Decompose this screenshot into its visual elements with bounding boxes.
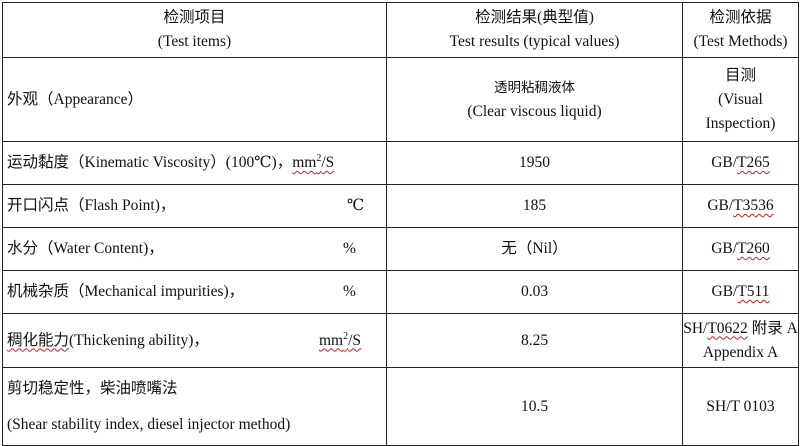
table-row: 外观（Appearance） 透明粘稠液体 (Clear viscous liq… <box>2 57 799 142</box>
property-label: 开口闪点（Flash Point)， <box>7 197 176 214</box>
header-test-results: 检测结果(典型值) Test results (typical values) <box>386 2 683 58</box>
property-label: 运动黏度（Kinematic Viscosity）(100℃)， <box>7 154 293 171</box>
header-test-items: 检测项目 (Test items) <box>2 2 387 58</box>
property-label-en: (Thickening ability)， <box>69 331 209 349</box>
property-cell: 开口闪点（Flash Point)， ℃ <box>2 184 387 228</box>
table-header-row: 检测项目 (Test items) 检测结果(典型值) Test results… <box>2 2 799 58</box>
header-test-methods: 检测依据 (Test Methods) <box>682 2 799 58</box>
table-row: 水分（Water Content)， % 无（Nil） GB/T260 <box>2 227 799 271</box>
property-cell: 水分（Water Content)， % <box>2 227 387 271</box>
method-code: T3536 <box>733 197 774 214</box>
property-cell: 运动黏度（Kinematic Viscosity）(100℃)，mm2/S <box>2 141 387 185</box>
unit: mm2/S <box>319 330 362 349</box>
result-value: 10.5 <box>386 367 683 446</box>
header-test-results-cn: 检测结果(典型值) <box>475 9 594 26</box>
method-line2: Appendix A <box>702 343 779 361</box>
table-row: 剪切稳定性，柴油喷嘴法 (Shear stability index, dies… <box>2 367 799 446</box>
method-line1: SH/T0622 附录 A <box>683 319 798 337</box>
method-cell: 目测 (Visual Inspection) <box>682 57 799 142</box>
method-cell: GB/T511 <box>682 270 799 314</box>
table-row: 运动黏度（Kinematic Viscosity）(100℃)，mm2/S 19… <box>2 141 799 185</box>
property-cell: 剪切稳定性，柴油喷嘴法 (Shear stability index, dies… <box>2 367 387 446</box>
header-test-results-en: Test results (typical values) <box>449 33 620 50</box>
unit: ℃ <box>347 197 365 214</box>
method-value: SH/T 0103 <box>682 367 799 446</box>
method-code: T265 <box>737 154 770 171</box>
property-cell: 稠化能力(Thickening ability)， mm2/S <box>2 313 387 368</box>
result-cell: 透明粘稠液体 (Clear viscous liquid) <box>386 57 683 142</box>
property-label: 水分（Water Content)， <box>7 240 164 257</box>
header-test-items-cn: 检测项目 <box>163 9 226 26</box>
method-code: T260 <box>737 240 770 257</box>
result-en: (Clear viscous liquid) <box>467 102 602 120</box>
method-en-line1: (Visual <box>718 90 763 108</box>
result-value: 0.03 <box>386 270 683 314</box>
method-cell: SH/T0622 附录 A Appendix A <box>682 313 799 368</box>
unit: % <box>343 283 356 300</box>
method-code: T511 <box>737 283 770 300</box>
header-test-methods-en: (Test Methods) <box>693 33 788 50</box>
method-cell: GB/T3536 <box>682 184 799 228</box>
method-cell: GB/T265 <box>682 141 799 185</box>
method-en-line2: Inspection) <box>705 114 776 132</box>
property-label-cn: 剪切稳定性，柴油喷嘴法 <box>7 379 178 397</box>
result-cn: 透明粘稠液体 <box>494 79 575 95</box>
method-cn: 目测 <box>724 66 756 84</box>
table-row: 开口闪点（Flash Point)， ℃ 185 GB/T3536 <box>2 184 799 228</box>
property-label: 机械杂质（Mechanical impurities)， <box>7 283 245 300</box>
table-row: 稠化能力(Thickening ability)， mm2/S 8.25 SH/… <box>2 313 799 368</box>
property-label-cn: 稠化能力 <box>7 331 70 349</box>
result-value: 无（Nil） <box>386 227 683 271</box>
unit: mm2/S <box>292 152 335 171</box>
header-test-items-en: (Test items) <box>157 33 232 50</box>
method-cell: GB/T260 <box>682 227 799 271</box>
result-value: 185 <box>386 184 683 228</box>
property-cell: 机械杂质（Mechanical impurities)， % <box>2 270 387 314</box>
table-row: 机械杂质（Mechanical impurities)， % 0.03 GB/T… <box>2 270 799 314</box>
property-label-en: (Shear stability index, diesel injector … <box>7 415 291 433</box>
property-label: 外观（Appearance） <box>7 90 144 108</box>
result-value: 8.25 <box>386 313 683 368</box>
result-value: 1950 <box>386 141 683 185</box>
header-test-methods-cn: 检测依据 <box>709 9 772 26</box>
property-cell: 外观（Appearance） <box>2 57 387 142</box>
unit: % <box>343 240 356 257</box>
